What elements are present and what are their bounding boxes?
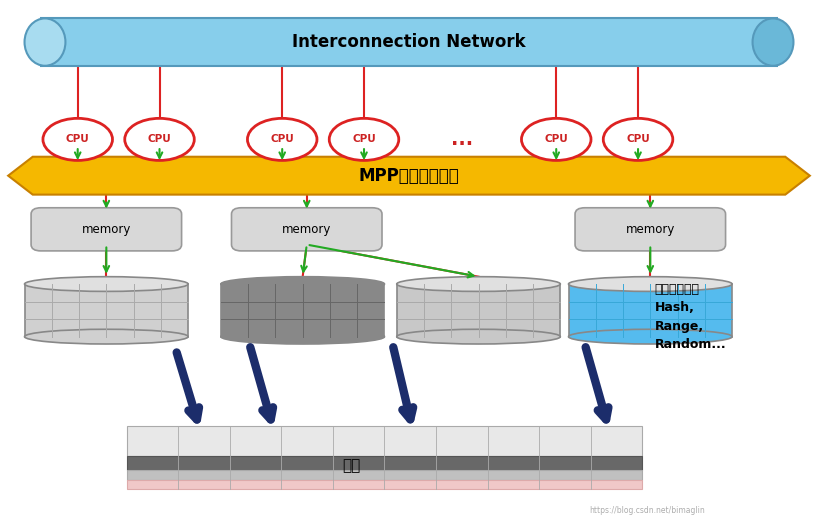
Ellipse shape: [521, 118, 591, 160]
Ellipse shape: [753, 18, 793, 66]
FancyBboxPatch shape: [575, 208, 726, 251]
Polygon shape: [397, 284, 560, 337]
Ellipse shape: [397, 329, 560, 344]
Ellipse shape: [569, 277, 732, 291]
Bar: [127, 457, 642, 470]
Ellipse shape: [221, 329, 384, 344]
Ellipse shape: [25, 277, 188, 291]
Ellipse shape: [124, 118, 195, 160]
Polygon shape: [221, 284, 384, 337]
Ellipse shape: [397, 277, 560, 291]
FancyBboxPatch shape: [231, 208, 382, 251]
Polygon shape: [25, 284, 188, 337]
Ellipse shape: [247, 118, 317, 160]
Text: Range,: Range,: [654, 320, 703, 332]
Text: memory: memory: [282, 223, 331, 236]
Ellipse shape: [604, 118, 673, 160]
Bar: [127, 470, 642, 480]
Text: memory: memory: [82, 223, 131, 236]
Ellipse shape: [569, 329, 732, 344]
Ellipse shape: [329, 118, 399, 160]
Polygon shape: [569, 284, 732, 337]
Bar: [127, 480, 642, 489]
Ellipse shape: [221, 277, 384, 291]
Text: https://blog.csdn.net/bimaglin: https://blog.csdn.net/bimaglin: [589, 507, 705, 515]
Ellipse shape: [25, 329, 188, 344]
Text: Hash,: Hash,: [654, 301, 694, 314]
FancyBboxPatch shape: [41, 18, 777, 66]
Bar: [127, 426, 642, 457]
Text: Random...: Random...: [654, 338, 726, 351]
Text: ...: ...: [451, 130, 474, 149]
Text: CPU: CPU: [270, 134, 294, 145]
Text: CPU: CPU: [544, 134, 569, 145]
Ellipse shape: [25, 18, 65, 66]
Text: CPU: CPU: [626, 134, 650, 145]
Text: Interconnection Network: Interconnection Network: [292, 33, 526, 51]
Polygon shape: [8, 157, 810, 195]
Text: CPU: CPU: [65, 134, 90, 145]
Text: 数据分布策略: 数据分布策略: [654, 283, 699, 296]
Text: 数据: 数据: [343, 458, 361, 473]
Text: MPP架构横向扩展: MPP架构横向扩展: [358, 167, 460, 185]
Text: CPU: CPU: [147, 134, 172, 145]
Ellipse shape: [43, 118, 113, 160]
Text: CPU: CPU: [352, 134, 376, 145]
FancyBboxPatch shape: [31, 208, 182, 251]
Text: memory: memory: [626, 223, 675, 236]
